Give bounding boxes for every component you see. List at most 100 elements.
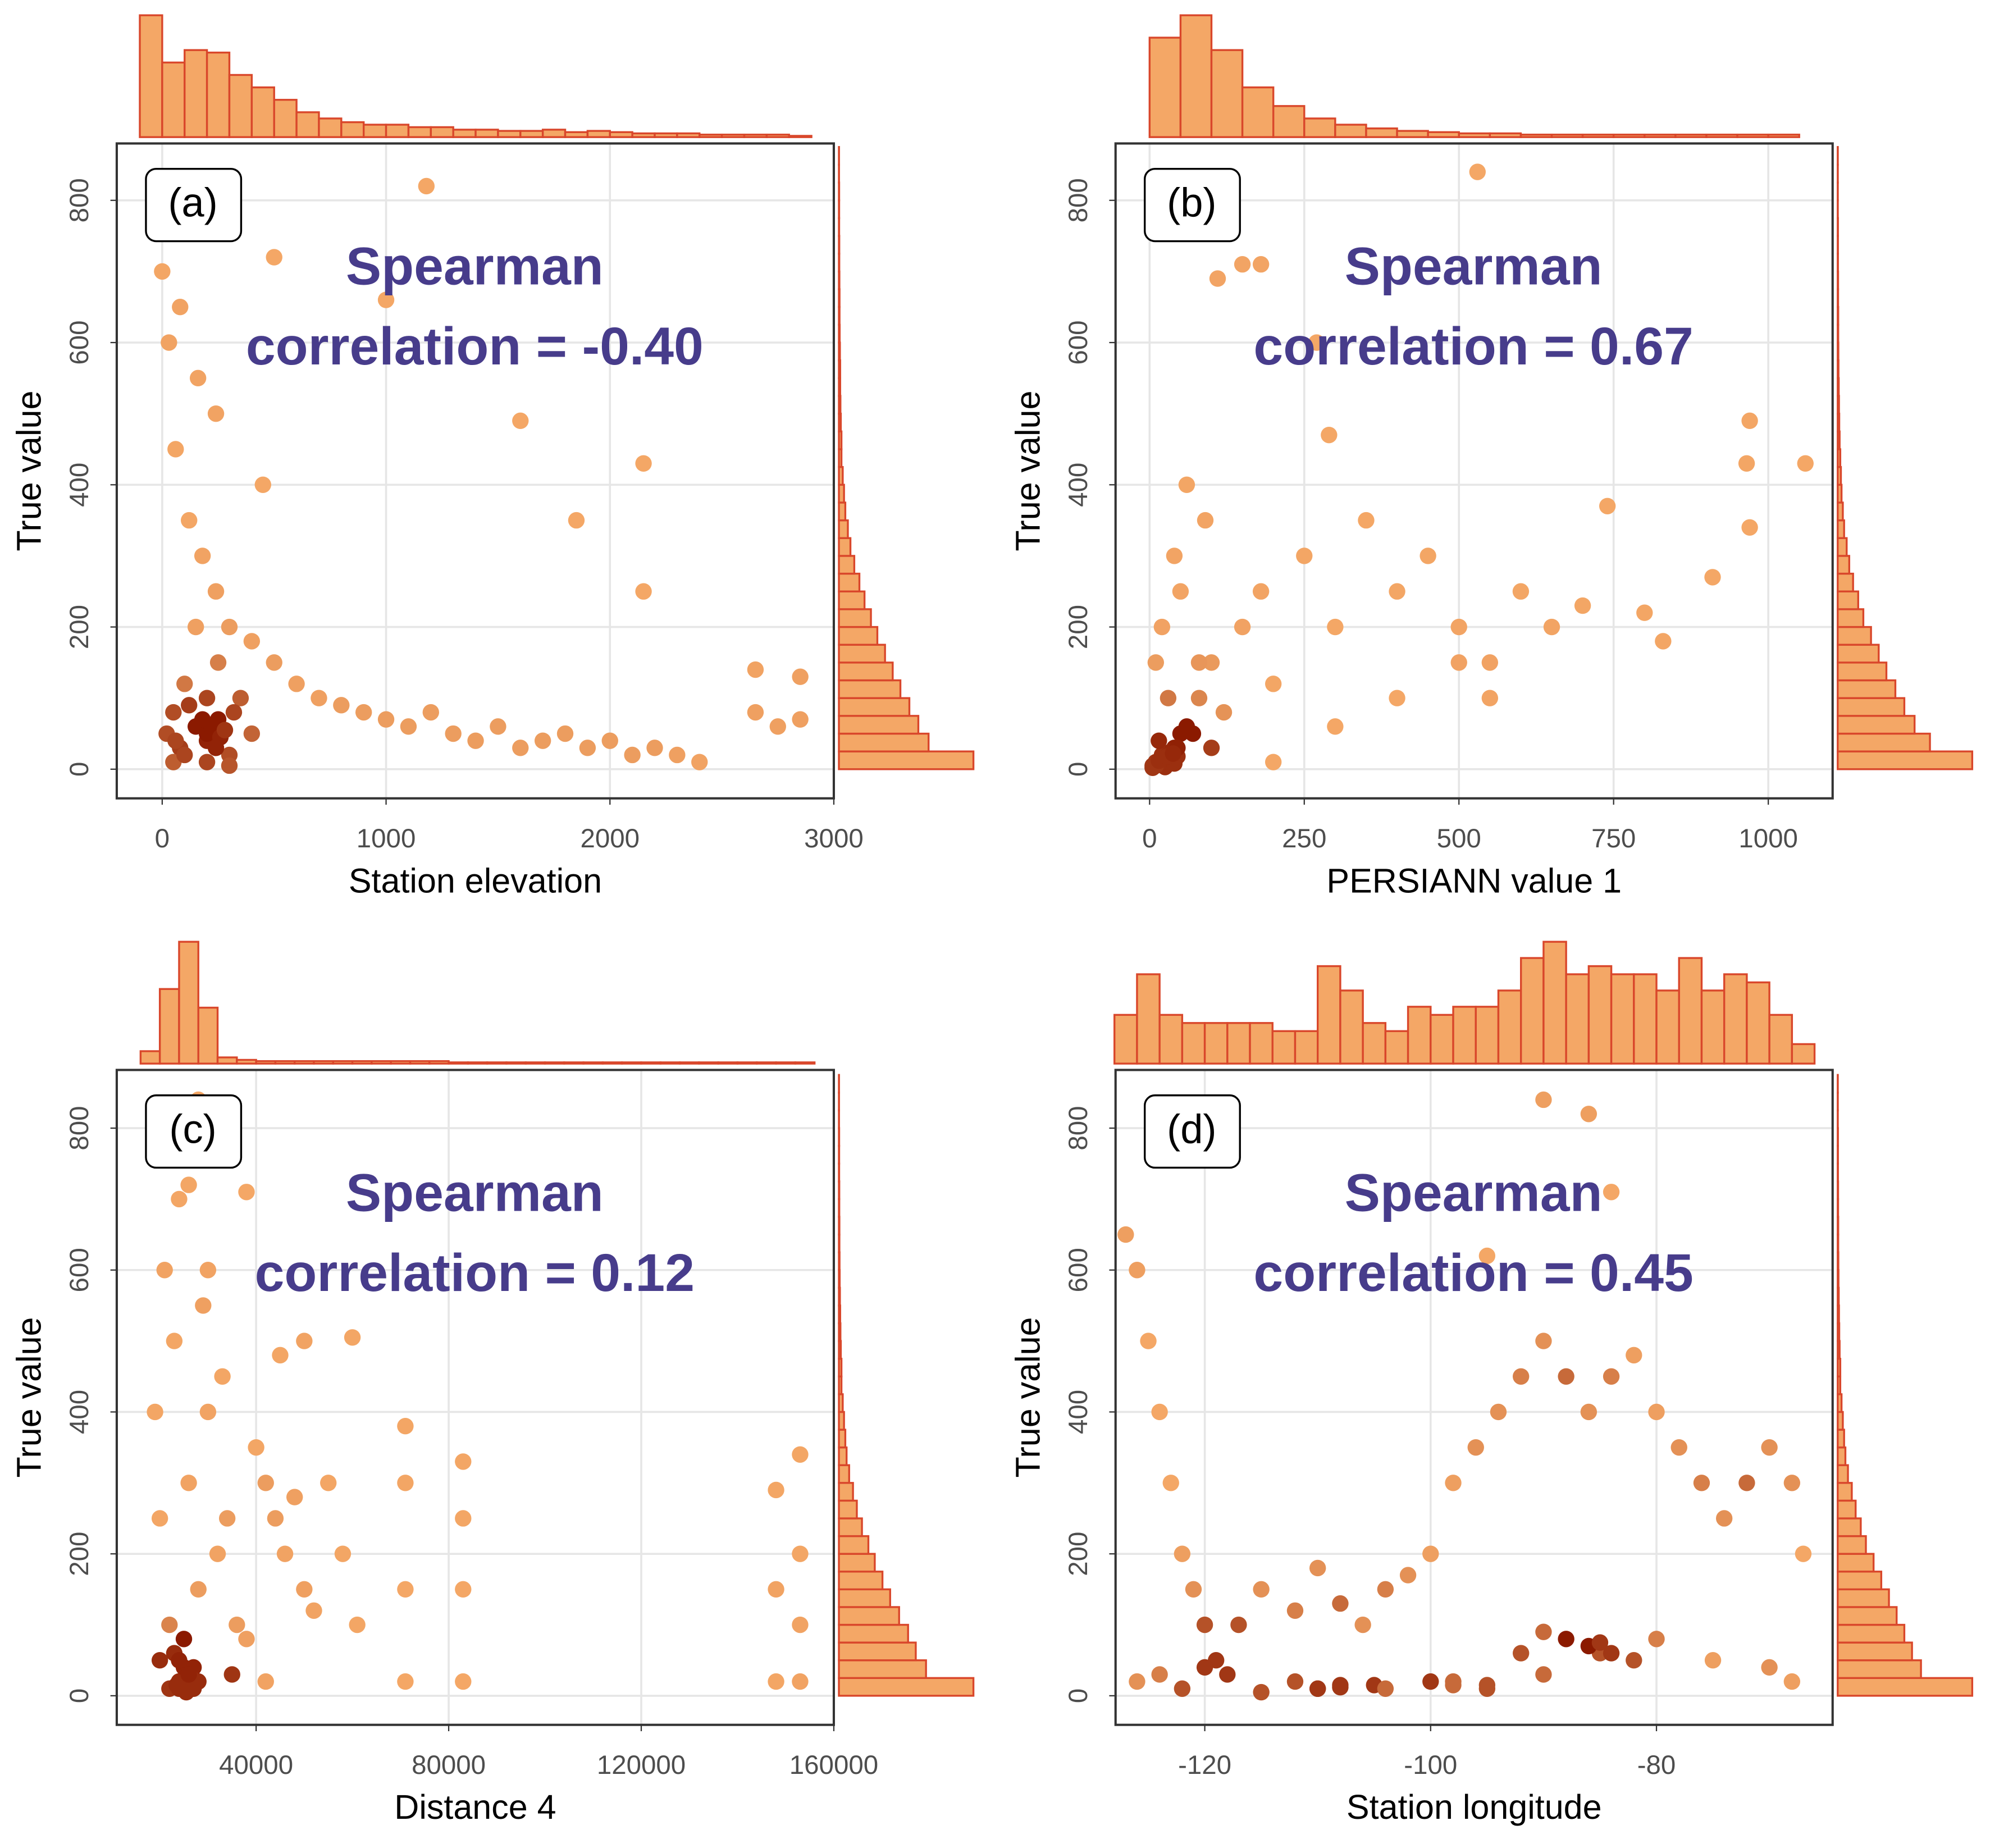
histogram-bar xyxy=(486,1061,508,1065)
histogram-bar xyxy=(1837,466,1842,486)
point xyxy=(1469,163,1486,180)
histogram-bar xyxy=(838,732,930,752)
histogram-bar xyxy=(838,501,847,522)
x-tick-label: 160000 xyxy=(789,1750,878,1780)
point xyxy=(1670,1439,1687,1456)
y-tick-label: 600 xyxy=(65,320,94,364)
x-tick-label: 3000 xyxy=(804,824,864,854)
point xyxy=(1151,1666,1168,1683)
point xyxy=(1234,256,1251,273)
point xyxy=(238,1631,255,1648)
point xyxy=(556,725,574,742)
histogram-bar xyxy=(838,1340,842,1360)
histogram-bar xyxy=(1837,1286,1840,1307)
point xyxy=(1185,1581,1202,1598)
point xyxy=(1165,745,1181,762)
point xyxy=(1178,476,1195,493)
histogram-bar xyxy=(838,679,902,699)
point xyxy=(397,1673,414,1690)
histogram-bar xyxy=(838,1464,850,1484)
point xyxy=(579,740,596,756)
histogram-bar xyxy=(505,1061,527,1065)
histogram-bar xyxy=(295,111,320,138)
point xyxy=(1580,1403,1598,1421)
point xyxy=(1203,740,1220,756)
point xyxy=(1574,597,1591,614)
point xyxy=(1761,1659,1778,1676)
point xyxy=(1196,1659,1213,1676)
x-tick-label: 1000 xyxy=(1738,824,1798,854)
histogram-bar xyxy=(1362,1022,1387,1065)
point xyxy=(512,740,529,756)
histogram-bar xyxy=(1148,36,1182,138)
point xyxy=(467,732,484,749)
point xyxy=(181,512,198,529)
x-tick-label: 80000 xyxy=(412,1750,486,1780)
point xyxy=(221,618,238,636)
histogram-bar xyxy=(318,117,343,138)
histogram-bar xyxy=(452,129,477,138)
point xyxy=(1253,1683,1270,1701)
point xyxy=(216,722,234,738)
x-tick-label: 1000 xyxy=(357,824,416,854)
panel-label-box xyxy=(145,167,243,243)
histogram-bar xyxy=(1612,134,1646,138)
point xyxy=(1153,618,1171,636)
plot-border xyxy=(115,142,835,800)
point xyxy=(1308,334,1325,351)
point xyxy=(1558,1631,1574,1648)
x-tick-label: 0 xyxy=(1142,824,1157,854)
histogram-bar xyxy=(659,1061,681,1065)
point xyxy=(1265,754,1282,770)
histogram-bar xyxy=(1837,1429,1845,1449)
point xyxy=(1445,1475,1462,1491)
histogram-bar xyxy=(340,121,365,138)
y-tick-label: 600 xyxy=(1064,1248,1093,1292)
histogram-bar xyxy=(838,1535,870,1555)
histogram-bar xyxy=(363,124,387,138)
x-tick-label: 250 xyxy=(1282,824,1326,854)
histogram-bar xyxy=(838,1606,900,1626)
histogram-bar xyxy=(838,466,844,486)
histogram-bar xyxy=(838,661,894,682)
histogram-bar xyxy=(448,1061,469,1065)
point xyxy=(257,1673,274,1690)
histogram-bar xyxy=(838,483,845,504)
point xyxy=(344,1329,361,1346)
point xyxy=(254,476,271,493)
point xyxy=(1704,1652,1722,1669)
histogram-bar xyxy=(407,126,432,138)
point xyxy=(1512,1368,1530,1385)
histogram-bar xyxy=(736,1061,758,1065)
point xyxy=(1741,519,1758,536)
point xyxy=(305,1602,322,1619)
histogram-bar xyxy=(228,74,253,138)
x-axis-label: Station elevation xyxy=(349,861,602,900)
histogram-bar xyxy=(1837,377,1840,397)
histogram-bar xyxy=(519,130,544,138)
histogram-bar xyxy=(1179,14,1213,138)
histogram-bar xyxy=(294,1060,315,1065)
histogram-bar xyxy=(1746,981,1770,1065)
histogram-bar xyxy=(1542,941,1567,1065)
point xyxy=(635,583,652,600)
histogram-bar xyxy=(838,626,879,646)
histogram-bar xyxy=(1837,430,1841,450)
histogram-bar xyxy=(1837,412,1841,433)
annotation: correlation = 0.67 xyxy=(1253,317,1693,376)
point xyxy=(1358,512,1375,529)
histogram-bar xyxy=(1837,1411,1844,1431)
point xyxy=(1535,1623,1552,1640)
histogram-bar xyxy=(1837,1641,1913,1662)
histogram-bar xyxy=(313,1060,334,1065)
histogram-bar xyxy=(765,134,790,138)
point xyxy=(1626,1652,1642,1669)
histogram-bar xyxy=(1633,973,1658,1065)
histogram-bar xyxy=(236,1058,257,1065)
point xyxy=(1655,633,1672,650)
point xyxy=(1296,547,1313,564)
histogram-bar xyxy=(1837,679,1897,699)
point xyxy=(207,740,225,756)
panel: 0 1000 2000 3000 0 200 400 600 800 (a) Spearman cor… xyxy=(10,14,975,900)
point xyxy=(320,1475,337,1491)
